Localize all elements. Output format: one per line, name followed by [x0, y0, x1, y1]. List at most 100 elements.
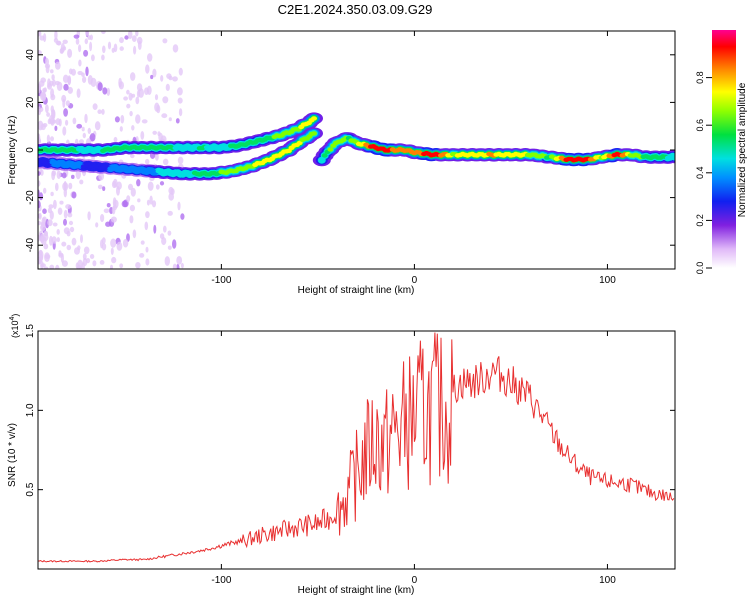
heatmap-noise-blob: [145, 158, 150, 165]
heatmap-noise-blob: [81, 126, 85, 132]
heatmap-noise-blob: [82, 76, 87, 83]
heatmap-noise-blob: [51, 236, 57, 244]
heatmap-noise-blob: [151, 200, 157, 208]
heatmap-noise-blob: [85, 31, 90, 36]
heatmap-noise-blob: [97, 184, 103, 190]
heatmap-noise-blob: [38, 171, 41, 176]
heatmap-noise-blob: [146, 199, 150, 206]
heatmap-noise-blob: [154, 102, 160, 112]
heatmap-ylabel: Frequency (Hz): [7, 116, 18, 185]
heatmap-noise-blob: [89, 254, 95, 259]
heatmap-noise-blob: [38, 213, 42, 218]
heatmap-noise-blob: [50, 191, 54, 197]
heatmap-noise-blob: [87, 127, 92, 134]
heatmap-noise-blob: [71, 174, 75, 179]
heatmap-noise-blob: [84, 113, 88, 124]
heatmap-noise-blob: [139, 253, 145, 258]
heatmap-noise-blob: [56, 81, 63, 92]
heatmap-noise-blob: [67, 48, 73, 59]
colorbar-ticks: 0.0 0.2 0.4 0.6 0.8: [695, 71, 712, 274]
colorbar-tick-label: 0.8: [695, 71, 705, 84]
heatmap-noise-blob: [140, 240, 145, 245]
heatmap-noise-blob: [58, 252, 64, 258]
heatmap-noise-blob: [76, 264, 82, 269]
heatmap-noise-blob: [68, 182, 73, 190]
snr-multiplier-exp: 4: [9, 316, 16, 320]
heatmap-noise-blob: [136, 90, 141, 98]
heatmap-noise-blob: [79, 179, 84, 185]
heatmap-trace-core: [318, 158, 325, 163]
heatmap-noise-blob: [168, 186, 174, 195]
heatmap-noise-blob: [168, 192, 174, 201]
heatmap-noise-blob: [39, 35, 45, 41]
heatmap-noise-blob: [147, 53, 153, 62]
snr-multiplier-base: (x10: [10, 320, 20, 338]
snr-ytick-label: 1.5: [25, 324, 36, 338]
heatmap-noise-blob: [55, 264, 60, 269]
heatmap-noise-blob: [162, 158, 169, 166]
heatmap-noise-blob: [131, 125, 135, 131]
heatmap-noise-blob: [38, 180, 41, 187]
heatmap-noise-blob: [68, 220, 74, 226]
heatmap-noise-blob: [46, 112, 50, 117]
heatmap-noise-blob: [63, 218, 67, 226]
heatmap-noise-blob: [54, 31, 58, 40]
heatmap-noise-blob: [154, 94, 159, 101]
colorbar-tick-label: 0.4: [695, 167, 705, 180]
heatmap-noise-blob: [130, 187, 136, 197]
heatmap-noise-blob: [155, 153, 159, 161]
heatmap-noise-blob: [167, 245, 172, 250]
heatmap-noise-blob: [137, 198, 141, 203]
heatmap-noise-blob: [65, 204, 71, 210]
heatmap-noise-blob: [55, 61, 61, 70]
heatmap-noise-blob: [130, 72, 136, 81]
heatmap-noise-blob: [101, 54, 105, 61]
heatmap-noise-blob: [94, 121, 101, 131]
heatmap-noise-blob: [119, 46, 124, 51]
heatmap-noise-blob: [47, 219, 53, 227]
heatmap-noise-blob: [135, 31, 139, 37]
heatmap-noise-blob: [177, 156, 184, 165]
heatmap-noise-blob: [72, 117, 77, 125]
heatmap-trace-core: [296, 140, 303, 146]
heatmap-noise-blob: [38, 50, 42, 56]
snr-xtick-label: 0: [412, 575, 418, 586]
heatmap-noise-blob: [63, 209, 68, 219]
heatmap-ytick-label: 40: [25, 49, 36, 61]
heatmap-noise-blob: [113, 136, 118, 143]
heatmap-trace-core: [327, 147, 334, 152]
heatmap-ytick-label: -40: [25, 238, 36, 253]
heatmap-noise-blob: [128, 92, 133, 101]
heatmap-noise-blob: [162, 38, 168, 44]
heatmap-noise-blob: [145, 211, 150, 219]
heatmap-noise-blob: [62, 74, 69, 84]
heatmap-noise-blob: [54, 125, 58, 131]
heatmap-noise-blob: [168, 117, 172, 122]
heatmap-noise-blob: [102, 45, 106, 54]
heatmap-noise-blob: [145, 246, 149, 253]
heatmap-noise-blob: [61, 94, 67, 103]
chart-title: C2E1.2024.350.03.09.G29: [278, 2, 433, 17]
heatmap-noise-blob: [126, 103, 131, 109]
heatmap-noise-blob: [38, 221, 42, 226]
snr-ylabel: SNR (10 * v/v): [7, 423, 18, 487]
heatmap-noise-blob: [55, 118, 61, 126]
heatmap-noise-blob: [180, 213, 185, 220]
heatmap-noise-blob: [40, 123, 46, 131]
heatmap-noise-blob: [48, 204, 54, 209]
heatmap-noise-blob: [87, 75, 93, 85]
heatmap-noise-blob: [43, 187, 47, 194]
heatmap-noise-blob: [166, 73, 172, 79]
heatmap-noise-blob: [163, 225, 167, 233]
heatmap-noise-blob: [43, 230, 48, 237]
heatmap-xlabel: Height of straight line (km): [298, 285, 415, 296]
heatmap-noise-blob: [97, 109, 102, 114]
heatmap-ytick-label: -20: [25, 190, 36, 205]
heatmap-noise-blob: [92, 260, 97, 267]
snr-multiplier: (x104): [9, 314, 20, 338]
heatmap-noise-blob: [59, 200, 64, 205]
heatmap-noise-blob: [63, 83, 69, 91]
heatmap-noise-blob: [131, 35, 137, 42]
heatmap-marks: [38, 31, 675, 269]
heatmap-noise-blob: [61, 241, 67, 247]
